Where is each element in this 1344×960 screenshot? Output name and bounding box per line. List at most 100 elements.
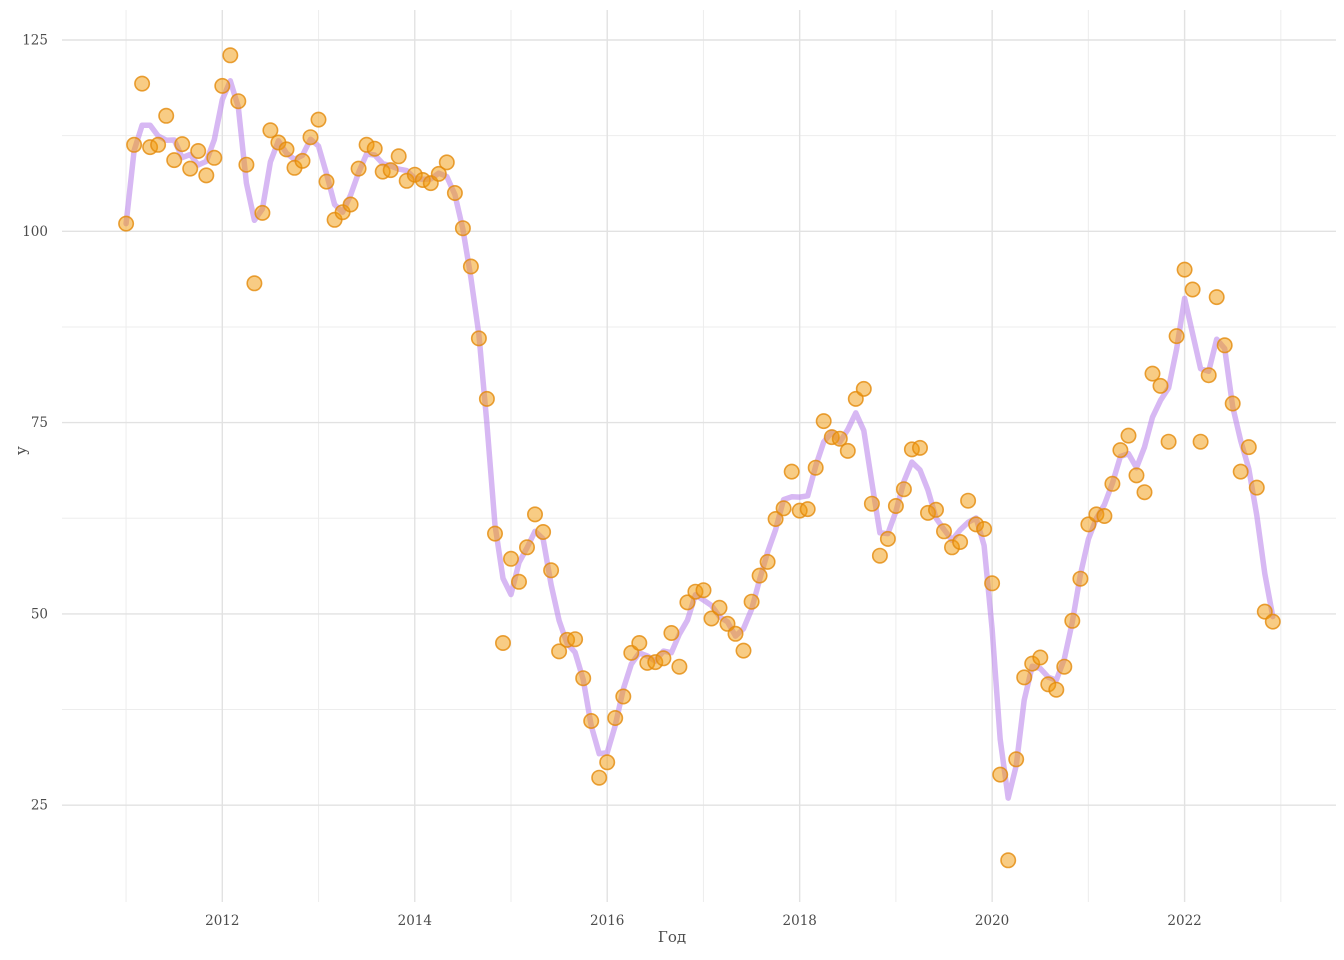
data-point (591, 769, 608, 786)
data-point (182, 160, 199, 177)
data-point (502, 550, 519, 567)
data-point (1112, 442, 1129, 459)
data-point (1032, 649, 1049, 666)
data-point (1240, 439, 1257, 456)
data-point (1232, 463, 1249, 480)
data-point (1208, 289, 1225, 306)
y-tick-label: 25 (31, 798, 48, 814)
data-point (294, 152, 311, 169)
tick-labels: 2012 2014 2016 2018 2020 2022 25 50 75 100 125 (22, 33, 1202, 930)
data-point (1072, 570, 1089, 587)
data-point (1056, 658, 1073, 675)
x-tick-label: 2018 (783, 913, 817, 929)
data-points (118, 47, 1281, 869)
data-point (342, 196, 359, 213)
data-point (952, 533, 969, 550)
data-point (759, 553, 776, 570)
data-point (486, 525, 503, 542)
data-point (831, 430, 848, 447)
data-point (1104, 475, 1121, 492)
data-point (278, 141, 295, 158)
data-point (1192, 433, 1209, 450)
data-point (871, 547, 888, 564)
data-point (631, 634, 648, 651)
data-point (166, 152, 183, 169)
data-point (575, 670, 592, 687)
data-point (174, 136, 191, 153)
data-point (607, 709, 624, 726)
data-point (775, 500, 792, 517)
data-point (214, 77, 231, 94)
data-point (254, 204, 271, 221)
data-point (366, 140, 383, 157)
data-point (663, 624, 680, 641)
data-point (1176, 261, 1193, 278)
data-point (1048, 681, 1065, 698)
x-tick-label: 2016 (590, 913, 624, 929)
x-tick-label: 2014 (398, 913, 432, 929)
data-point (470, 330, 487, 347)
data-point (526, 506, 543, 523)
data-point (1200, 367, 1217, 384)
data-point (478, 390, 495, 407)
y-tick-label: 75 (31, 415, 48, 431)
data-point (510, 573, 527, 590)
data-point (935, 523, 952, 540)
data-point (1216, 337, 1233, 354)
data-point (567, 631, 584, 648)
data-point (671, 658, 688, 675)
data-point (1016, 669, 1033, 686)
data-point (807, 459, 824, 476)
data-point (743, 593, 760, 610)
y-axis-title: у (12, 446, 30, 455)
data-point (1168, 328, 1185, 345)
data-point (446, 185, 463, 202)
data-point (599, 754, 616, 771)
data-point (318, 173, 335, 190)
data-point (302, 129, 319, 146)
data-point (1152, 377, 1169, 394)
x-tick-label: 2020 (975, 913, 1009, 929)
plot-panel (62, 10, 1336, 902)
data-point (895, 481, 912, 498)
data-point (543, 562, 560, 579)
data-point (206, 149, 223, 166)
data-point (1160, 433, 1177, 450)
data-point (262, 122, 279, 139)
data-point (655, 650, 672, 667)
data-point (518, 539, 535, 556)
data-point (984, 575, 1001, 592)
data-point (462, 258, 479, 275)
data-point (382, 162, 399, 179)
data-point (767, 510, 784, 527)
data-point (927, 501, 944, 518)
x-tick-label: 2012 (205, 913, 239, 929)
x-axis-title: Год (657, 928, 687, 946)
data-point (158, 107, 175, 124)
data-point (727, 625, 744, 642)
y-tick-label: 100 (22, 224, 48, 240)
data-point (815, 413, 832, 430)
data-point (976, 520, 993, 537)
data-point (1264, 613, 1281, 630)
data-point (230, 93, 247, 110)
data-point (839, 442, 856, 459)
data-point (150, 136, 167, 153)
data-point (1144, 365, 1161, 382)
y-tick-label: 50 (31, 606, 48, 622)
data-point (238, 156, 255, 173)
data-point (454, 220, 471, 237)
data-point (1128, 467, 1145, 484)
data-point (863, 495, 880, 512)
data-point (126, 136, 143, 153)
data-point (1224, 395, 1241, 412)
data-point (1096, 507, 1113, 524)
y-tick-label: 125 (22, 33, 48, 49)
data-point (1008, 751, 1025, 768)
data-point (390, 148, 407, 165)
data-point (783, 463, 800, 480)
data-point (1000, 852, 1017, 869)
data-point (711, 599, 728, 616)
